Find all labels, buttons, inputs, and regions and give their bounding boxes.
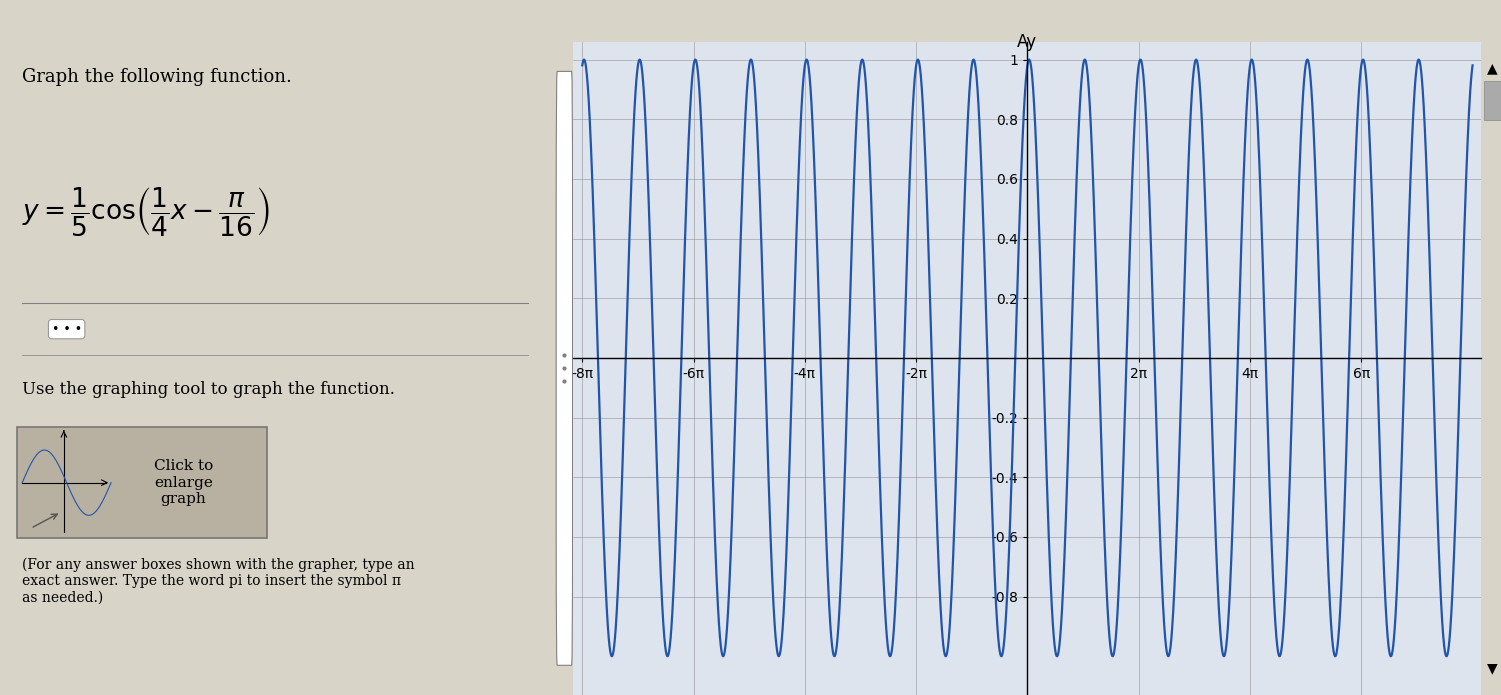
Text: $y = \dfrac{1}{5}\cos\!\left(\dfrac{1}{4}x - \dfrac{\pi}{16}\right)$: $y = \dfrac{1}{5}\cos\!\left(\dfrac{1}{4… xyxy=(23,186,270,238)
Text: Graph the following function.: Graph the following function. xyxy=(23,68,293,85)
FancyBboxPatch shape xyxy=(557,72,572,665)
Bar xyxy=(1484,81,1501,120)
Text: ▼: ▼ xyxy=(1487,662,1498,676)
Text: (For any answer boxes shown with the grapher, type an
exact answer. Type the wor: (For any answer boxes shown with the gra… xyxy=(23,558,414,605)
FancyBboxPatch shape xyxy=(17,427,267,538)
Text: Click to
enlarge
graph: Click to enlarge graph xyxy=(153,459,213,506)
Text: Use the graphing tool to graph the function.: Use the graphing tool to graph the funct… xyxy=(23,382,395,398)
Text: • • •: • • • xyxy=(51,322,81,336)
Text: ▲: ▲ xyxy=(1487,61,1498,75)
Text: Ay: Ay xyxy=(1018,33,1037,51)
